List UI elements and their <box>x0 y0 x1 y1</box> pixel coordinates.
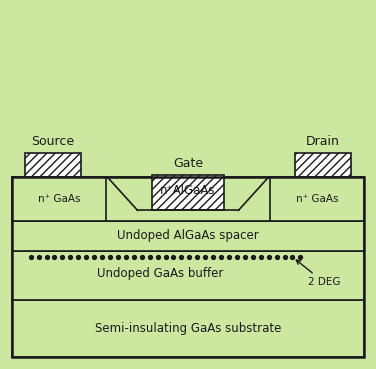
Bar <box>295 153 351 177</box>
Text: n⁺AlGaAs: n⁺AlGaAs <box>160 183 216 197</box>
Text: Drain: Drain <box>306 135 340 148</box>
Text: 2 DEG: 2 DEG <box>296 260 340 287</box>
Bar <box>152 175 224 210</box>
Bar <box>12 221 364 251</box>
Bar <box>12 177 106 221</box>
Bar <box>12 251 364 300</box>
Polygon shape <box>108 177 268 210</box>
Text: Source: Source <box>32 135 75 148</box>
Bar <box>270 177 364 221</box>
Text: Undoped GaAs buffer: Undoped GaAs buffer <box>97 266 223 279</box>
Text: Semi-insulating GaAs substrate: Semi-insulating GaAs substrate <box>95 322 281 335</box>
Bar <box>12 177 364 221</box>
Text: n⁺ GaAs: n⁺ GaAs <box>38 194 80 204</box>
Bar <box>12 300 364 357</box>
Bar <box>12 177 364 357</box>
Bar <box>25 153 81 177</box>
Text: Undoped AlGaAs spacer: Undoped AlGaAs spacer <box>117 230 259 242</box>
Text: Gate: Gate <box>173 157 203 170</box>
Text: n⁺ GaAs: n⁺ GaAs <box>296 194 338 204</box>
